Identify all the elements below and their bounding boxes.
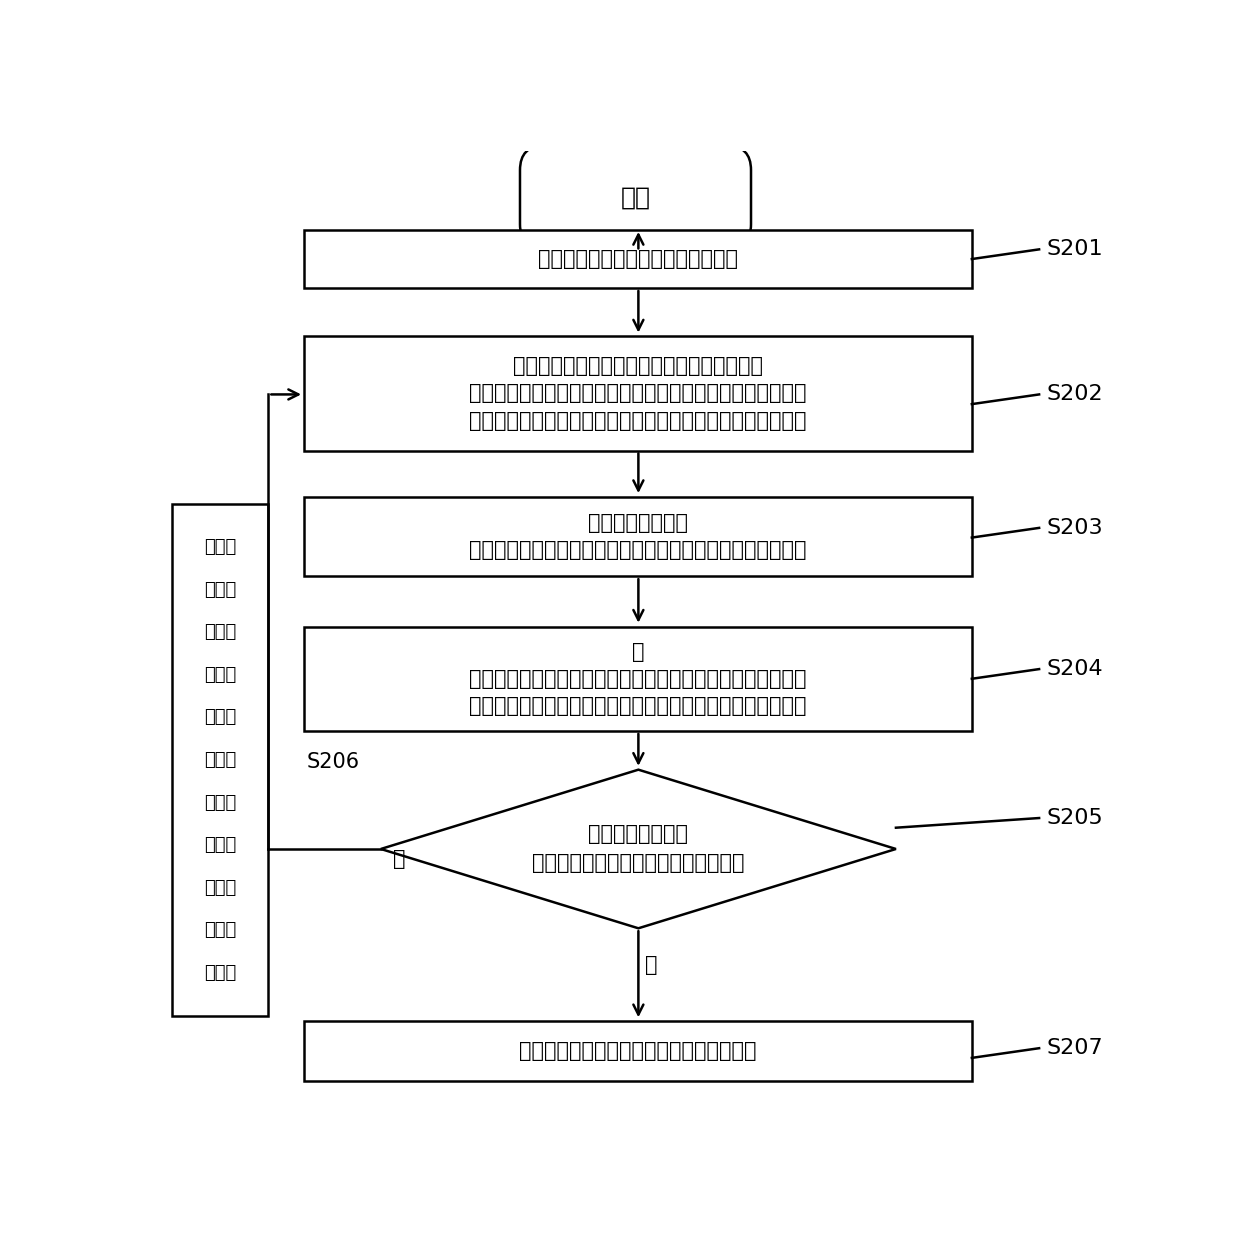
Text: 改变数值进行排序: 改变数值进行排序	[588, 512, 688, 533]
Text: ，得到当前次精简前的深度神经网络模型中各个精简单元删除: ，得到当前次精简前的深度神经网络模型中各个精简单元删除	[469, 383, 807, 403]
Text: S201: S201	[1047, 240, 1104, 260]
Text: 前后对应的深度神经网络模型的精度改变数值: 前后对应的深度神经网络模型的精度改变数值	[513, 357, 763, 377]
Text: 获取已训练完成的深度神经网络模型: 获取已训练完成的深度神经网络模型	[538, 249, 738, 269]
Bar	[304, 337, 972, 451]
Text: S207: S207	[1047, 1039, 1104, 1059]
Text: 型作为: 型作为	[205, 751, 237, 769]
Text: 络模型: 络模型	[205, 539, 237, 556]
Text: 采用验证集样本对当前次精简前的深度神经网络模型进行测试: 采用验证集样本对当前次精简前的深度神经网络模型进行测试	[469, 411, 807, 431]
Text: 的深度: 的深度	[205, 623, 237, 642]
Polygon shape	[381, 770, 897, 928]
FancyBboxPatch shape	[520, 146, 751, 249]
Text: 将当前次精简前的深度神经网络模型中所有精简单元按照精度: 将当前次精简前的深度神经网络模型中所有精简单元按照精度	[469, 540, 807, 560]
Bar	[304, 627, 972, 731]
Bar	[304, 230, 972, 288]
Text: S202: S202	[1047, 384, 1104, 404]
Text: 神经网: 神经网	[205, 580, 237, 599]
Text: 将当前: 将当前	[205, 963, 237, 982]
Text: 后的深: 后的深	[205, 879, 237, 897]
Text: 是: 是	[645, 955, 657, 975]
Text: 次精简: 次精简	[205, 921, 237, 939]
Text: 网络模: 网络模	[205, 794, 237, 811]
Text: 下一次: 下一次	[205, 708, 237, 726]
Text: 精简前: 精简前	[205, 666, 237, 685]
Text: 度神经: 度神经	[205, 836, 237, 854]
Text: 否: 否	[393, 849, 405, 869]
Text: S204: S204	[1047, 659, 1104, 679]
Text: 对简化后的深度神经网络模型进行重新训练: 对简化后的深度神经网络模型进行重新训练	[520, 1041, 756, 1061]
Text: S203: S203	[1047, 517, 1104, 538]
Text: S205: S205	[1047, 808, 1104, 828]
Bar	[304, 497, 972, 577]
Text: 当前次精简后的深度神经网络模型满足: 当前次精简后的深度神经网络模型满足	[532, 854, 745, 873]
Bar	[304, 1021, 972, 1081]
Text: S206: S206	[306, 752, 360, 772]
Text: 变数值最小的精简单元，得到当前次精简后的深度神经网络模: 变数值最小的精简单元，得到当前次精简后的深度神经网络模	[469, 668, 807, 688]
Text: 开始: 开始	[620, 185, 651, 210]
Text: 预设的精度需求？: 预设的精度需求？	[589, 824, 688, 844]
Text: 型: 型	[631, 642, 644, 662]
Text: 从当前次精简前的深度神经网络模型中删除预设数量的精度改: 从当前次精简前的深度神经网络模型中删除预设数量的精度改	[469, 696, 807, 716]
Bar	[172, 504, 268, 1016]
